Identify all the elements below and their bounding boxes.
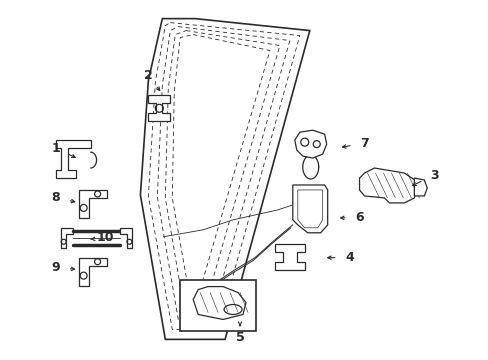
Bar xyxy=(180,280,255,332)
Polygon shape xyxy=(61,228,73,248)
Polygon shape xyxy=(294,130,326,158)
Polygon shape xyxy=(359,168,419,203)
Polygon shape xyxy=(274,244,304,270)
Text: 3: 3 xyxy=(429,168,438,181)
Text: 5: 5 xyxy=(235,331,244,344)
Polygon shape xyxy=(292,185,327,233)
Polygon shape xyxy=(413,178,427,196)
Text: 8: 8 xyxy=(51,192,60,204)
Text: 4: 4 xyxy=(345,251,353,264)
Polygon shape xyxy=(193,287,245,319)
Text: 9: 9 xyxy=(51,261,60,274)
Text: 2: 2 xyxy=(143,69,152,82)
Polygon shape xyxy=(56,140,90,178)
Polygon shape xyxy=(79,190,106,218)
Polygon shape xyxy=(120,228,132,248)
Text: 6: 6 xyxy=(354,211,363,224)
Polygon shape xyxy=(79,258,106,285)
Text: 7: 7 xyxy=(360,137,368,150)
Text: 10: 10 xyxy=(97,231,114,244)
Polygon shape xyxy=(148,95,170,121)
Text: 1: 1 xyxy=(51,141,60,155)
